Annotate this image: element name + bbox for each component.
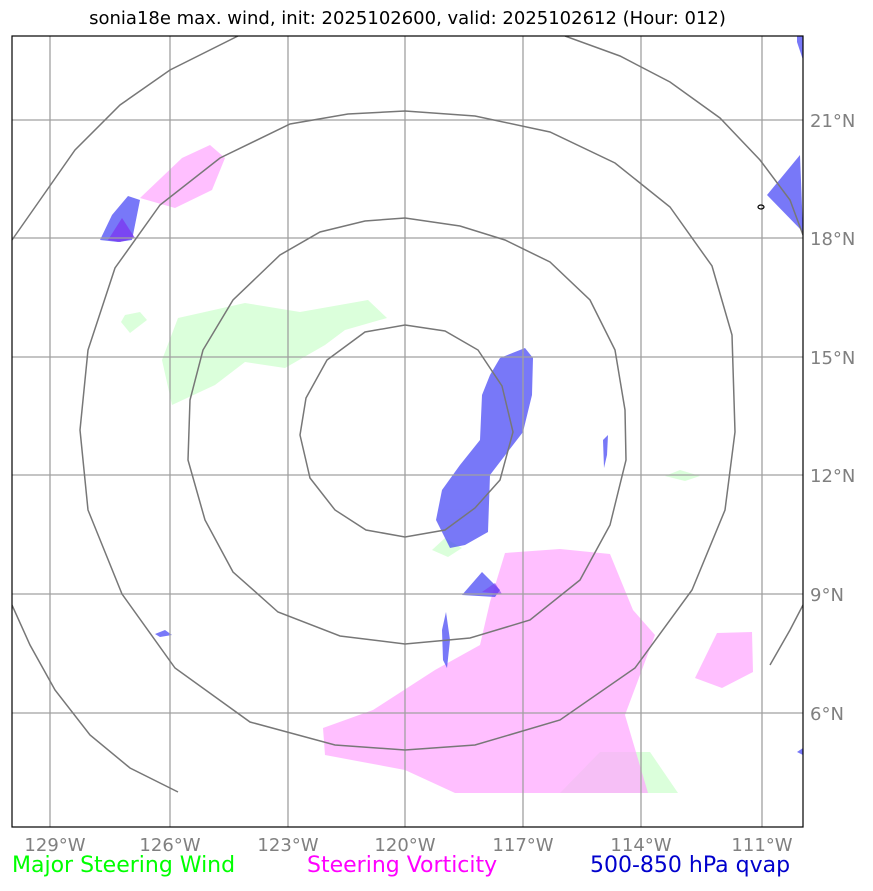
plot-frame xyxy=(11,35,804,828)
range-ring-4b xyxy=(12,36,239,241)
range-ring-4d xyxy=(769,604,803,666)
qvap-area-small-east xyxy=(603,435,608,468)
lat-label: 9°N xyxy=(810,585,844,606)
wind-area-center xyxy=(432,538,462,557)
lat-label: 18°N xyxy=(810,229,855,250)
lon-label: 129°W xyxy=(24,835,85,856)
range-ring-4 xyxy=(564,36,803,236)
lat-tick-labels: 21°N 18°N 15°N 12°N 9°N 6°N xyxy=(810,111,855,725)
vorticity-area-south xyxy=(323,549,655,793)
chart-title: sonia18e max. wind, init: 2025102600, va… xyxy=(89,8,726,29)
qvap-area-corner xyxy=(797,36,803,60)
range-ring-2 xyxy=(187,217,627,645)
qvap-vorticity-overlap-south xyxy=(482,583,502,594)
qvap-area-edge xyxy=(797,748,803,755)
lon-label: 120°W xyxy=(374,835,435,856)
wind-area-west xyxy=(162,300,387,405)
range-ring-1 xyxy=(299,324,514,538)
vorticity-area-east xyxy=(695,632,753,688)
lon-tick-labels: 129°W 126°W 123°W 120°W 117°W 114°W 111°… xyxy=(24,835,792,856)
lat-label: 15°N xyxy=(810,348,855,369)
range-rings xyxy=(12,36,803,793)
legend-qvap: 500-850 hPa qvap xyxy=(590,853,791,878)
qvap-areas xyxy=(100,36,803,755)
lon-label: 123°W xyxy=(257,835,318,856)
lat-label: 12°N xyxy=(810,466,855,487)
steering-vorticity-areas xyxy=(140,145,753,793)
qvap-vorticity-overlap xyxy=(108,218,135,242)
vorticity-area-northwest xyxy=(140,145,225,208)
lat-label: 6°N xyxy=(810,704,844,725)
legend-steering-vorticity: Steering Vorticity xyxy=(307,853,498,878)
island-marker xyxy=(757,204,765,210)
legend-steering-wind: Major Steering Wind xyxy=(12,853,236,878)
lat-label: 21°N xyxy=(810,111,855,132)
shaded-fields xyxy=(100,36,803,793)
lon-label: 114°W xyxy=(610,835,671,856)
lon-label: 111°W xyxy=(731,835,792,856)
lon-label: 117°W xyxy=(492,835,553,856)
range-ring-3 xyxy=(79,110,736,751)
qvap-area-center xyxy=(436,348,533,548)
wind-area-small xyxy=(121,312,147,333)
graticule xyxy=(12,36,803,827)
lon-label: 126°W xyxy=(139,835,200,856)
range-ring-4c xyxy=(12,604,179,793)
qvap-area-small-west xyxy=(155,630,172,637)
